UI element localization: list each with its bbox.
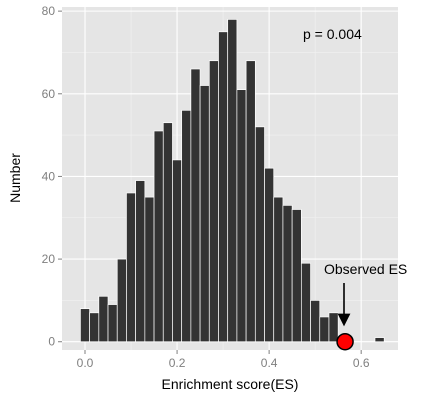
x-tick-label: 0.6 <box>353 356 370 370</box>
histogram-bar <box>172 159 183 343</box>
x-tick-label: 0.2 <box>169 356 186 370</box>
histogram-bar <box>80 308 90 343</box>
histogram-bar <box>218 31 229 343</box>
observed-es-point <box>336 332 354 351</box>
histogram-bar <box>126 192 136 343</box>
histogram-bar <box>291 209 302 343</box>
histogram-bar <box>236 89 247 343</box>
histogram-bar <box>310 300 321 343</box>
annotations: p = 0.004 Observed ES <box>303 26 407 351</box>
histogram-bar <box>245 60 256 343</box>
x-tick-label: 0.4 <box>261 356 278 370</box>
histogram-bars <box>80 19 385 343</box>
histogram-bar <box>282 205 293 343</box>
histogram-bar <box>98 295 109 343</box>
histogram-bar <box>89 312 100 343</box>
histogram-bar <box>328 312 339 343</box>
histogram-bar <box>254 126 265 343</box>
histogram-bar <box>264 167 275 343</box>
histogram-bar <box>181 109 192 343</box>
histogram-bar <box>144 196 155 343</box>
histogram-bar <box>208 60 219 343</box>
y-axis-title: Number <box>7 153 23 203</box>
histogram-bar <box>116 258 127 343</box>
observed-es-label: Observed ES <box>324 261 407 277</box>
axis-ticks: 0.0 0.2 0.4 0.6 0 20 40 60 80 <box>42 4 370 370</box>
histogram-bar <box>199 85 210 343</box>
y-tick-label: 60 <box>42 87 56 101</box>
histogram-bar <box>107 304 118 343</box>
histogram-bar <box>300 262 311 343</box>
y-tick-label: 20 <box>42 252 56 266</box>
histogram-bar <box>190 68 201 343</box>
histogram-bar <box>227 19 238 343</box>
x-tick-label: 0.0 <box>77 356 94 370</box>
histogram-bar <box>135 180 146 343</box>
x-axis-title: Enrichment score(ES) <box>162 376 299 392</box>
y-tick-label: 80 <box>42 4 56 18</box>
p-value-label: p = 0.004 <box>303 26 362 42</box>
histogram-bar <box>374 337 385 343</box>
histogram-bar <box>319 316 330 343</box>
histogram-bar <box>162 122 173 343</box>
y-tick-label: 0 <box>48 335 55 349</box>
histogram-bar <box>273 196 284 343</box>
histogram-bar <box>153 130 164 343</box>
y-tick-label: 40 <box>42 169 56 183</box>
